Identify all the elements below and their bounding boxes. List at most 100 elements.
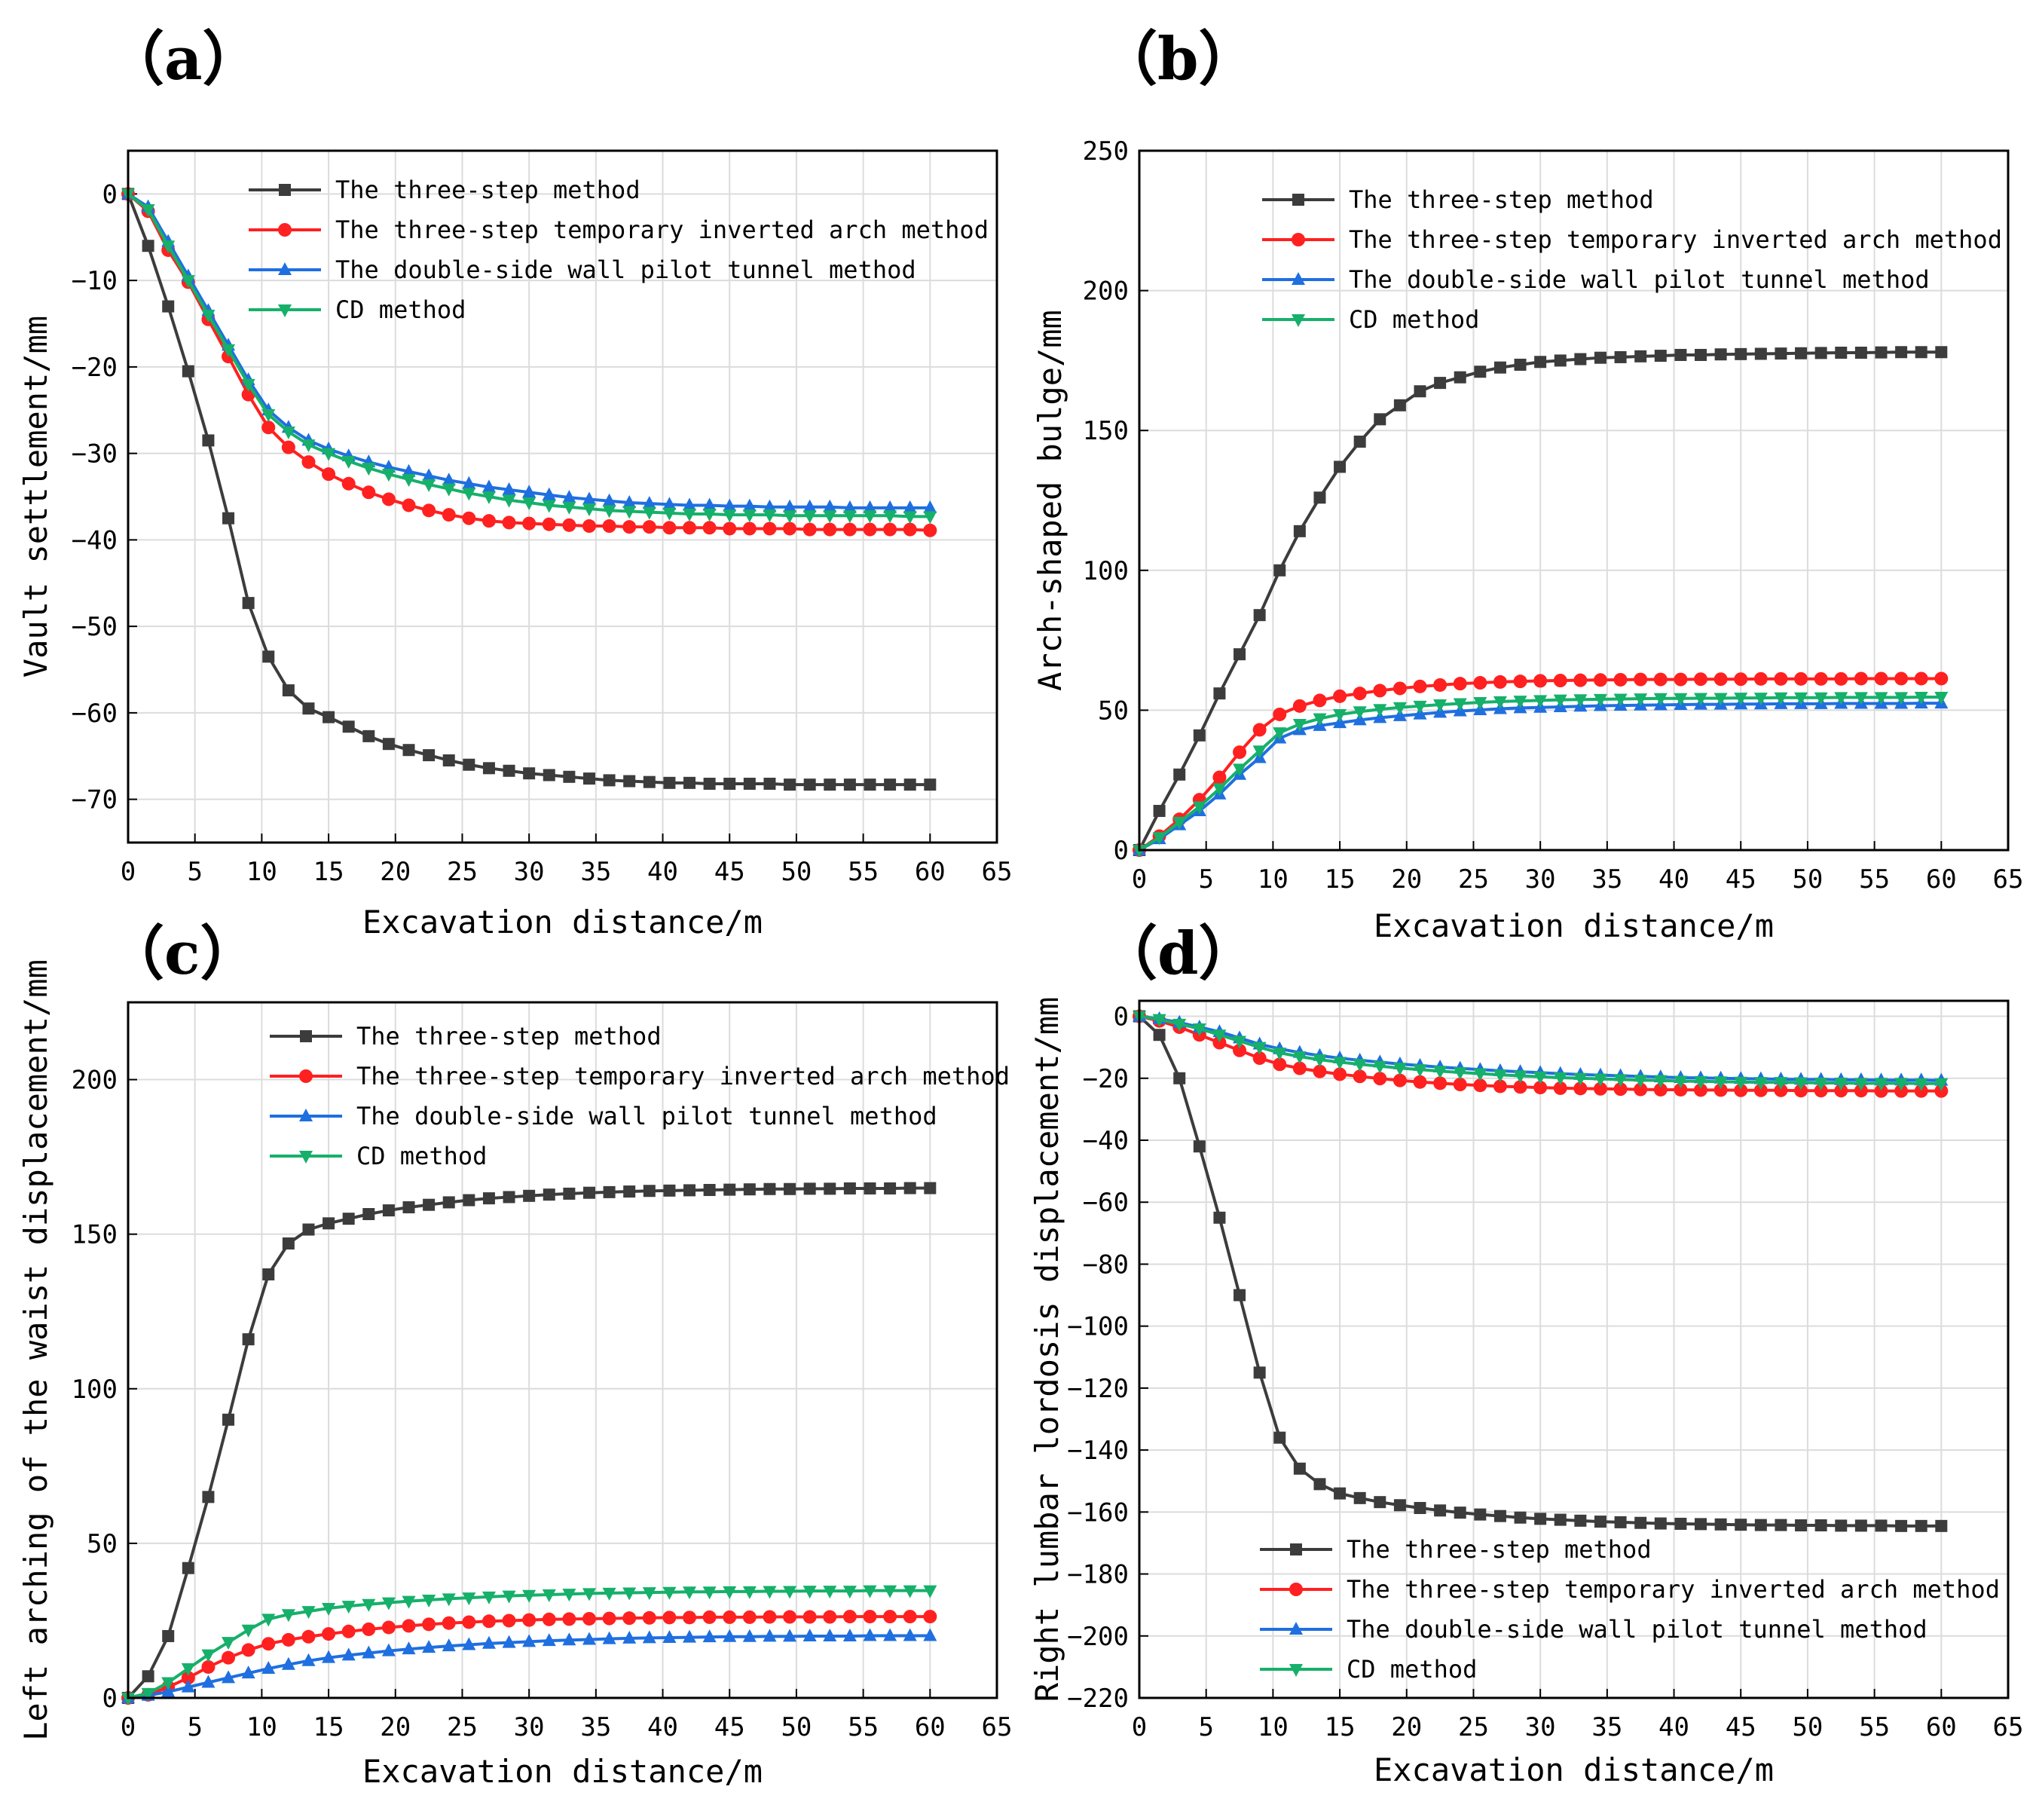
data-point: [763, 1586, 777, 1599]
data-point: [602, 1587, 616, 1601]
data-point: [1774, 1083, 1788, 1097]
data-point: [502, 1614, 516, 1628]
data-point: [884, 778, 897, 791]
data-point: [602, 1631, 616, 1644]
data-point: [702, 521, 717, 535]
legend-marker: [1292, 272, 1305, 285]
legend-marker: [1289, 1583, 1303, 1596]
data-point: [141, 1687, 155, 1701]
data-point: [683, 1629, 697, 1643]
data-point: [562, 501, 576, 515]
data-point: [462, 1615, 476, 1629]
series-the-three-step-method: [1133, 346, 1948, 856]
data-point: [1734, 1076, 1748, 1090]
data-point: [643, 1185, 656, 1198]
legend-marker: [300, 1030, 312, 1042]
data-point: [1373, 684, 1387, 698]
x-tick-label: 10: [246, 1712, 277, 1742]
legend: The three-step method The three-step temp…: [1262, 185, 2002, 334]
data-point: [1213, 1211, 1226, 1224]
data-point: [481, 514, 496, 528]
legend-marker: [279, 184, 291, 196]
data-point: [1392, 702, 1407, 715]
data-point: [883, 522, 897, 537]
y-tick-label: −50: [72, 612, 118, 642]
data-point: [362, 485, 376, 500]
data-point: [903, 778, 916, 791]
data-point: [883, 510, 897, 524]
data-point: [1152, 832, 1166, 846]
x-tick-label: 5: [187, 1712, 202, 1742]
data-point: [663, 1184, 676, 1197]
data-point: [923, 1628, 937, 1641]
data-point: [261, 1661, 276, 1675]
data-point: [543, 769, 555, 782]
legend-label: The double-side wall pilot tunnel method: [356, 1102, 937, 1130]
data-point: [222, 1637, 236, 1650]
data-point: [1713, 1083, 1728, 1097]
data-point: [1413, 1064, 1427, 1078]
data-point: [863, 1628, 877, 1641]
data-point: [1753, 1077, 1768, 1090]
data-point: [422, 468, 436, 482]
panel-label: （a）: [105, 25, 261, 93]
data-point: [1834, 1084, 1848, 1098]
data-point: [1573, 694, 1588, 708]
legend-label: The three-step method: [356, 1022, 662, 1051]
data-point: [823, 1586, 837, 1599]
plot-frame: [1138, 149, 2010, 852]
data-point: [1172, 816, 1187, 830]
series-cd-method: [121, 1585, 937, 1705]
data-point: [181, 1679, 195, 1693]
data-point: [662, 1586, 677, 1600]
data-point: [703, 1184, 716, 1197]
data-point: [1613, 693, 1628, 707]
data-point: [1594, 351, 1606, 364]
data-point: [503, 1191, 515, 1204]
data-point: [1392, 1073, 1407, 1087]
data-point: [1313, 1478, 1326, 1491]
data-point: [1473, 697, 1487, 711]
data-point: [562, 490, 576, 503]
data-point: [322, 1603, 336, 1617]
data-point: [642, 496, 656, 509]
data-point: [302, 702, 315, 715]
data-point: [824, 778, 836, 791]
data-point: [683, 521, 697, 535]
data-point: [783, 522, 797, 536]
data-point: [1474, 366, 1487, 378]
data-point: [1774, 692, 1788, 705]
data-point: [142, 1670, 154, 1683]
data-point: [903, 511, 917, 525]
data-point: [1775, 347, 1787, 360]
data-point: [763, 1182, 776, 1195]
data-point: [683, 1610, 697, 1625]
data-point: [382, 738, 395, 751]
data-point: [1234, 1289, 1246, 1302]
data-point: [1392, 681, 1407, 696]
data-point: [802, 499, 817, 512]
data-point: [1835, 1519, 1848, 1532]
data-point: [523, 1189, 536, 1202]
data-point: [1834, 1077, 1848, 1090]
data-point: [1292, 718, 1307, 732]
data-point: [903, 1585, 917, 1598]
data-point: [923, 500, 937, 513]
data-point: [1674, 348, 1687, 361]
data-point: [1233, 745, 1247, 760]
data-point: [381, 1620, 396, 1635]
legend-marker: [299, 1151, 313, 1164]
data-point: [1874, 692, 1888, 705]
y-tick-label: −100: [1067, 1312, 1129, 1342]
data-point: [662, 521, 677, 535]
data-point: [1934, 691, 1949, 705]
data-point: [181, 275, 195, 289]
data-point: [1393, 1499, 1406, 1512]
data-point: [824, 1182, 836, 1195]
data-point: [1433, 1076, 1448, 1090]
data-point: [481, 479, 496, 493]
data-point: [723, 1586, 737, 1599]
data-point: [1434, 1504, 1447, 1517]
data-point: [1814, 1519, 1827, 1532]
